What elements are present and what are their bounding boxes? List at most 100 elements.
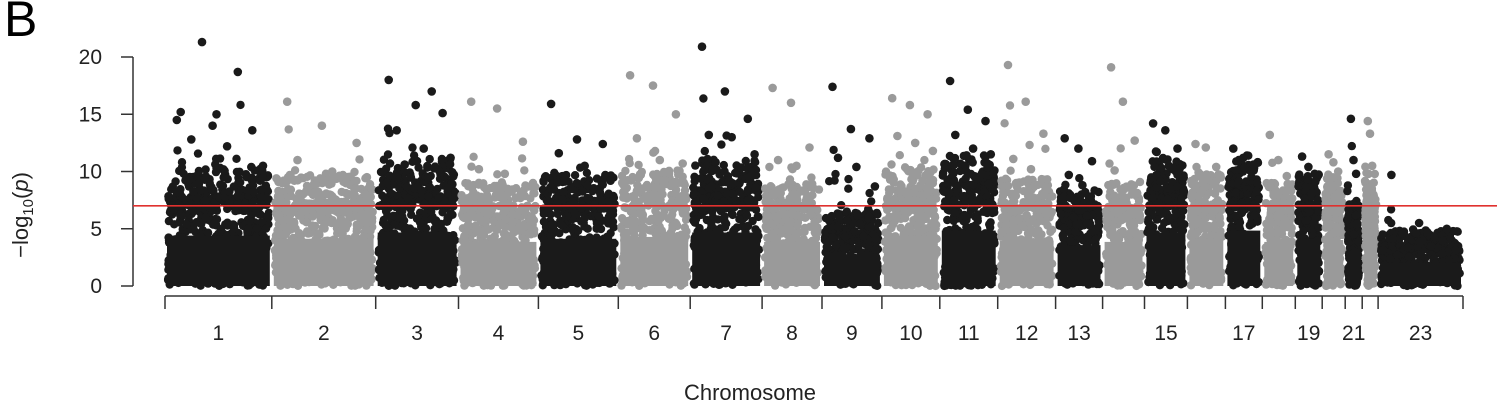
snp-point	[261, 224, 271, 233]
snp-point	[708, 165, 717, 174]
snp-point	[193, 149, 203, 158]
snp-point	[219, 165, 228, 174]
snp-point	[697, 206, 707, 215]
chromosome-5-points	[537, 99, 619, 290]
snp-point	[601, 170, 610, 180]
snp-point	[286, 185, 295, 195]
snp-point	[606, 229, 615, 238]
snp-point	[236, 100, 245, 110]
snp-peak-point	[1021, 97, 1030, 106]
snp-point	[385, 171, 394, 180]
snp-point	[438, 208, 447, 217]
snp-point	[725, 203, 734, 212]
snp-point	[1006, 166, 1015, 175]
snp-point	[699, 94, 708, 103]
snp-point	[318, 175, 327, 184]
snp-point	[325, 180, 334, 189]
snp-point	[617, 224, 626, 234]
snp-point	[414, 163, 423, 172]
snp-point	[865, 188, 874, 198]
chromosome-2-points	[270, 97, 377, 290]
snp-point	[835, 212, 844, 222]
snp-point	[272, 174, 281, 183]
snp-point	[406, 173, 416, 182]
snp-point	[986, 223, 995, 232]
snp-point	[747, 170, 756, 179]
snp-peak-point	[720, 87, 730, 96]
y-tick-label: 0	[90, 275, 102, 298]
snp-point	[729, 179, 738, 188]
snp-point	[423, 173, 433, 182]
snp-point	[961, 196, 970, 206]
chromosome-6-points	[617, 71, 692, 290]
snp-point	[376, 167, 386, 177]
snp-peak-point	[905, 100, 915, 110]
snp-point	[680, 186, 690, 195]
snp-point	[671, 177, 680, 187]
snp-point	[972, 174, 981, 184]
snp-point	[1005, 101, 1015, 110]
snp-point	[501, 230, 510, 239]
snp-density-band	[764, 241, 820, 286]
snp-point	[720, 223, 730, 232]
snp-point	[1030, 181, 1039, 190]
snp-point	[328, 174, 337, 183]
snp-peak-point	[768, 83, 777, 93]
snp-point	[928, 179, 938, 188]
snp-peak-point	[258, 161, 268, 171]
snp-point	[1010, 207, 1019, 216]
snp-point	[633, 180, 642, 190]
snp-point	[263, 211, 272, 221]
snp-point	[245, 216, 254, 226]
snp-point	[703, 154, 712, 164]
snp-peak-point	[828, 82, 837, 92]
snp-peak-point	[282, 97, 292, 106]
snp-point	[295, 229, 304, 238]
snp-point	[521, 181, 530, 190]
snp-point	[926, 168, 935, 177]
snp-point	[717, 140, 726, 149]
snp-peak-point	[500, 169, 510, 179]
snp-point	[229, 224, 239, 233]
snp-point	[343, 220, 352, 229]
snp-point	[777, 227, 786, 237]
snp-peak-point	[474, 164, 484, 174]
snp-point	[839, 243, 849, 253]
snp-point	[546, 231, 555, 241]
snp-point	[359, 231, 369, 241]
snp-peak-point	[671, 110, 681, 119]
snp-point	[442, 217, 452, 226]
snp-peak-point	[727, 132, 736, 142]
snp-point	[508, 210, 517, 219]
snp-point	[382, 178, 391, 188]
snp-point	[582, 168, 592, 178]
snp-point	[409, 151, 419, 160]
snp-point	[548, 222, 557, 232]
snp-peak-point	[632, 134, 642, 143]
snp-peak-point	[1026, 164, 1036, 174]
snp-point	[425, 183, 435, 192]
snp-peak-point	[805, 143, 814, 152]
snp-point	[796, 212, 805, 221]
snp-point	[335, 171, 344, 180]
snp-peak-point	[1003, 60, 1013, 70]
snp-point	[896, 187, 905, 196]
snp-point	[853, 211, 862, 220]
snp-peak-point	[352, 138, 361, 148]
snp-point	[583, 193, 592, 203]
snp-point	[169, 204, 179, 214]
snp-point	[341, 179, 351, 188]
snp-point	[696, 174, 705, 183]
snp-point	[398, 207, 407, 216]
snp-point	[622, 194, 631, 203]
snp-point	[312, 179, 321, 189]
snp-peak-point	[492, 104, 502, 113]
snp-point	[652, 169, 662, 179]
snp-point	[795, 228, 804, 237]
snp-point	[290, 166, 300, 175]
snp-peak-point	[625, 71, 635, 80]
snp-point	[402, 182, 412, 191]
snp-point	[318, 206, 327, 215]
snp-point	[297, 208, 306, 218]
snp-peak-point	[233, 67, 243, 77]
